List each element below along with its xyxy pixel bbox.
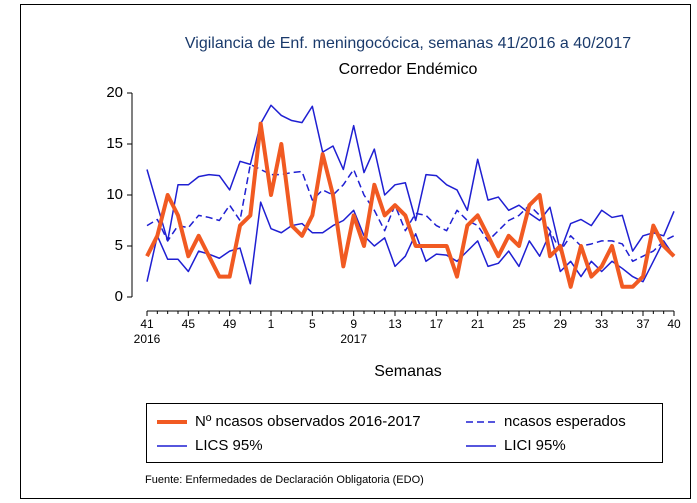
legend-label: Nº ncasos observados 2016-2017 — [195, 413, 421, 430]
y-tick-label: 20 — [106, 84, 123, 101]
x-tick-label: 33 — [595, 317, 609, 331]
legend-label: ncasos esperados — [504, 413, 626, 430]
x-tick-label: 37 — [636, 317, 650, 331]
legend-label: LICI 95% — [504, 437, 566, 454]
x-tick-label: 29 — [554, 317, 568, 331]
x-tick-label: 17 — [430, 317, 444, 331]
series-line — [146, 163, 675, 263]
x-axis-label: Semanas — [374, 363, 442, 380]
x-tick-label: 40 — [667, 317, 681, 331]
x-year-label: 2016 — [134, 332, 161, 346]
y-tick-label: 5 — [115, 237, 123, 254]
y-tick-label: 15 — [106, 135, 123, 152]
x-tick-label: 21 — [471, 317, 485, 331]
series-line — [146, 104, 675, 252]
x-tick-label: 41 — [140, 317, 154, 331]
frame — [20, 4, 691, 499]
legend-label: LICS 95% — [195, 437, 263, 454]
chart-subtitle: Corredor Endémico — [339, 61, 478, 78]
y-tick-label: 10 — [106, 186, 123, 203]
x-tick-label: 1 — [268, 317, 275, 331]
legend — [146, 403, 663, 463]
series-line — [145, 121, 676, 289]
x-year-label: 2017 — [340, 332, 367, 346]
y-tick-label: 0 — [115, 288, 123, 305]
x-tick-label: 9 — [350, 317, 357, 331]
x-tick-label: 49 — [223, 317, 237, 331]
x-tick-label: 13 — [388, 317, 402, 331]
chart-title: Vigilancia de Enf. meningocócica, semana… — [185, 35, 631, 52]
x-tick-label: 45 — [182, 317, 196, 331]
x-tick-label: 5 — [309, 317, 316, 331]
x-tick-label: 25 — [512, 317, 526, 331]
source-note: Fuente: Enfermedades de Declaración Obli… — [145, 474, 424, 486]
